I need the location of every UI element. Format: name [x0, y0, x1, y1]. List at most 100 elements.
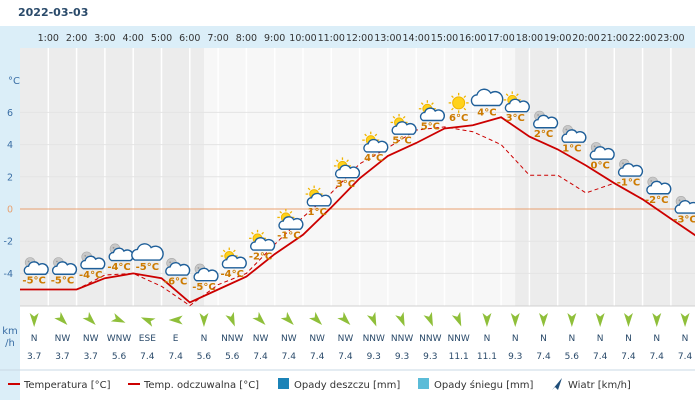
moon-cloud-icon [23, 257, 49, 275]
wind-speed: 7.4 [168, 352, 183, 362]
wind-speed: 9.3 [367, 352, 381, 362]
sun-cloud-icon [305, 185, 332, 207]
wind-arrow [482, 313, 492, 327]
wind-arrow [423, 311, 433, 327]
wind-arrow [168, 315, 183, 325]
wind-direction: N [512, 334, 519, 344]
sun-cloud-icon [503, 91, 530, 113]
hour-label: 18:00 [516, 33, 543, 44]
legend-item: Temp. odczuwalna [°C] [128, 380, 259, 391]
wind-arrow [680, 313, 690, 327]
temperature-label: 1°C [308, 207, 327, 218]
hour-label: 2:00 [66, 33, 87, 44]
wind-arrow [567, 313, 577, 327]
temperature-label: 5°C [421, 122, 440, 133]
wind-arrow [451, 311, 462, 327]
wind-direction: NW [83, 334, 99, 344]
wind-speed: 7.4 [650, 352, 665, 362]
wind-direction: E [173, 334, 179, 344]
hour-label: 9:00 [264, 33, 285, 44]
wind-speed: 3.7 [27, 352, 41, 362]
wind-direction: NW [281, 334, 297, 344]
wind-arrow [366, 311, 377, 327]
wind-direction: N [31, 334, 38, 344]
hour-label: 8:00 [236, 33, 257, 44]
hour-label: 15:00 [431, 33, 458, 44]
legend-label: Opady śniegu [mm] [434, 379, 534, 391]
legend-item: Temperatura [°C] [8, 380, 111, 391]
wind-arrow [252, 311, 266, 325]
sun-cloud-icon [362, 131, 389, 153]
wind-speed: 9.3 [395, 352, 409, 362]
wind-arrow [309, 311, 323, 325]
temperature-labels: -5°C -5°C -4°C -4°C -5°C -6°C -5°C -4°C -2°C -1°C… [22, 107, 695, 293]
temperature-label: 0°C [591, 160, 610, 171]
temperature-label: -5°C [136, 262, 159, 273]
hour-label: 19:00 [544, 33, 571, 44]
wind-speed: 9.3 [508, 352, 522, 362]
legend-label: Temperatura [°C] [23, 380, 111, 391]
wind-arrow [29, 313, 39, 327]
cloud-icon [470, 88, 504, 107]
hour-label: 1:00 [38, 33, 59, 44]
hour-label: 17:00 [487, 33, 514, 44]
wind-direction: NW [55, 334, 71, 344]
temperature-label: -1°C [617, 177, 640, 188]
wind-speed: 7.4 [140, 352, 155, 362]
hour-label: 12:00 [346, 33, 373, 44]
wind-direction: WNW [107, 334, 132, 344]
wind-unit-top: km [2, 326, 18, 337]
date-label: 2022-03-03 [18, 6, 88, 19]
temperature-label: 6°C [449, 113, 468, 124]
wind-arrow [140, 317, 156, 327]
wind-speed: 7.4 [253, 352, 268, 362]
temperature-line [20, 116, 695, 304]
hour-label: 13:00 [374, 33, 401, 44]
temperature-label: 5°C [392, 135, 411, 146]
wind-speed: 7.4 [338, 352, 353, 362]
hour-label: 7:00 [207, 33, 228, 44]
hour-label: 16:00 [459, 33, 486, 44]
hour-label: 5:00 [151, 33, 172, 44]
moon-cloud-icon [165, 258, 191, 276]
temperature-label: 3°C [336, 179, 355, 190]
wind-speed: 11.1 [477, 352, 497, 362]
y-axis-unit: °C [8, 76, 20, 87]
left-axis-band [0, 26, 20, 400]
legend-item: Opady śniegu [mm] [418, 378, 534, 391]
wind-speed: 7.4 [536, 352, 551, 362]
temperature-label: -4°C [107, 262, 130, 273]
hour-label: 23:00 [657, 33, 684, 44]
wind-direction: N [201, 334, 208, 344]
wind-speed: 3.7 [55, 352, 69, 362]
wind-speed: 7.4 [621, 352, 636, 362]
wind-arrow [225, 311, 235, 327]
temperature-label: -4°C [221, 269, 244, 280]
cloud-icon [131, 243, 164, 261]
hour-header-band [20, 26, 695, 48]
wind-speed: 7.4 [310, 352, 325, 362]
temperature-series [20, 116, 695, 307]
hour-label: 4:00 [123, 33, 144, 44]
moon-cloud-icon [646, 176, 672, 195]
temperature-label: -1°C [277, 230, 300, 241]
wind-direction: N [625, 334, 632, 344]
moon-cloud-icon [674, 196, 695, 214]
sun-cloud-icon [277, 208, 304, 230]
legend: Temperatura [°C] Temp. odczuwalna [°C] Opa… [8, 378, 631, 391]
y-tick-label: 6 [7, 108, 13, 119]
temperature-label: -6°C [164, 276, 187, 287]
wind-speed: 11.1 [449, 352, 469, 362]
wind-arrow [199, 313, 209, 327]
wind-speed: 5.6 [565, 352, 580, 362]
hour-label: 22:00 [629, 33, 656, 44]
legend-item: Wiatr [km/h] [552, 378, 631, 391]
wind-direction: ESE [139, 334, 156, 344]
moon-cloud-icon [589, 142, 615, 160]
temperature-label: 1°C [562, 143, 581, 154]
sun-icon [448, 92, 469, 113]
wind-arrow [539, 313, 549, 327]
hour-label: 21:00 [601, 33, 628, 44]
temperature-label: 2°C [534, 129, 553, 140]
wind-arrow [280, 311, 294, 325]
